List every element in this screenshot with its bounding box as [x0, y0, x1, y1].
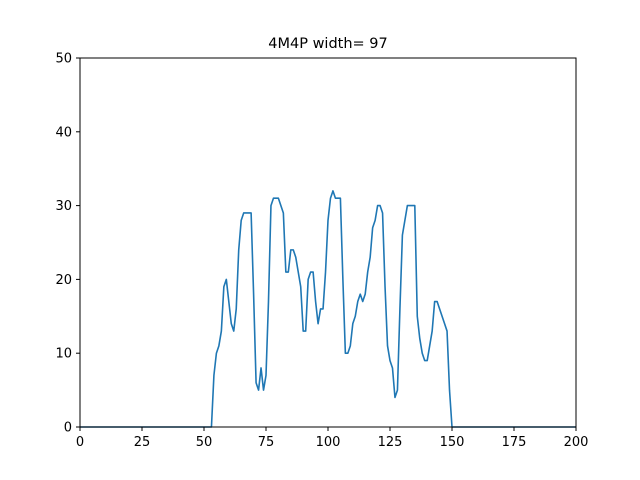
x-tick-label: 0	[76, 435, 84, 450]
y-axis: 0 10 20 30 40 50	[55, 52, 80, 436]
y-tick-label: 50	[55, 52, 72, 67]
series-layer	[80, 190, 576, 428]
x-tick-label: 150	[440, 435, 465, 450]
chart-title: 4M4P width= 97	[268, 36, 388, 52]
y-tick-label: 10	[55, 347, 72, 362]
x-tick-label: 25	[134, 435, 151, 450]
x-axis: 0 25 50 75 100 125 150 175 200	[76, 427, 589, 450]
x-tick-label: 175	[502, 435, 527, 450]
y-tick-label: 20	[55, 273, 72, 288]
x-tick-label: 50	[196, 435, 213, 450]
y-tick-label: 0	[64, 421, 72, 436]
y-tick-label: 30	[55, 199, 72, 214]
series-line-0	[80, 190, 576, 428]
x-tick-label: 75	[258, 435, 275, 450]
x-tick-label: 200	[564, 435, 589, 450]
y-tick-label: 40	[55, 125, 72, 140]
x-tick-label: 125	[378, 435, 403, 450]
x-tick-label: 100	[316, 435, 341, 450]
